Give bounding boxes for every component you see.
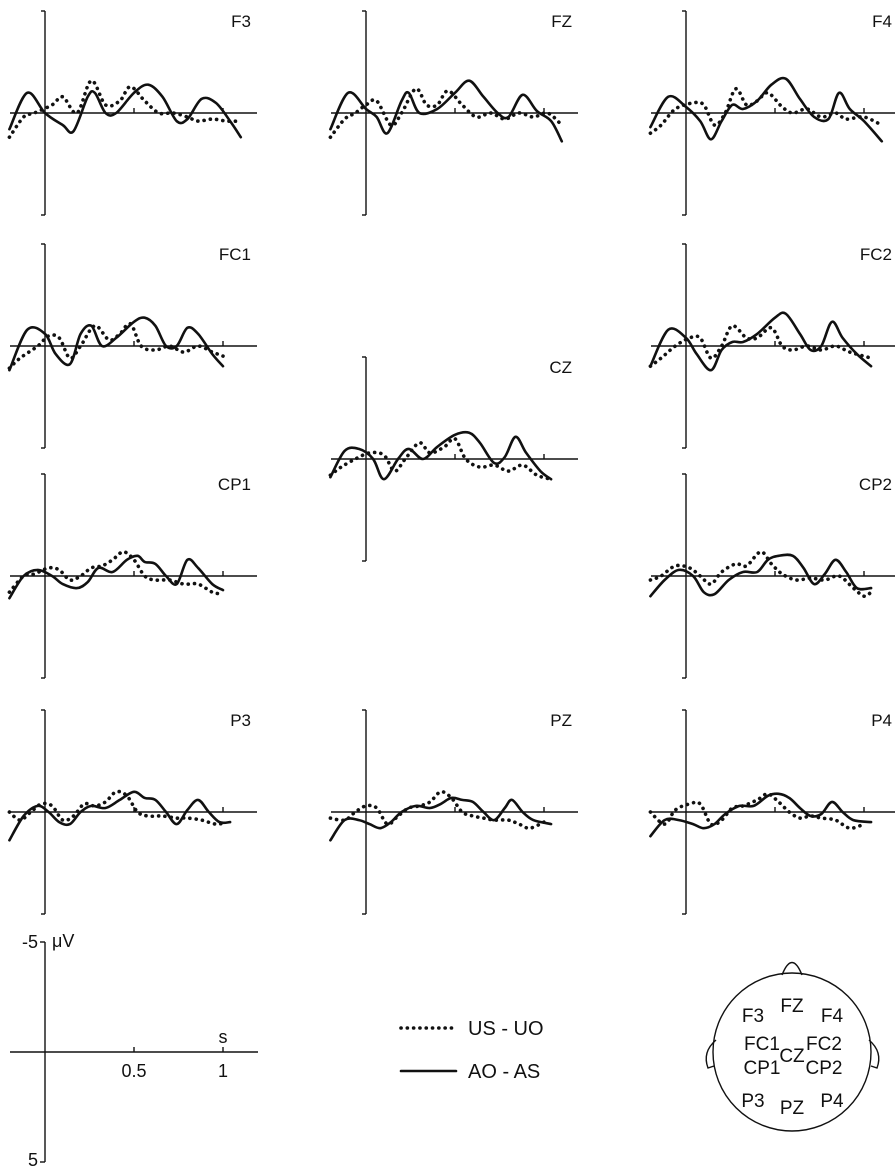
panel-cp1-label: CP1 [218,475,251,494]
head-electrode-p4: P4 [820,1091,844,1112]
panel-p4-series-ao-as [649,792,873,838]
panel-cz: CZ [328,356,578,562]
panel-p3-label: P3 [230,711,251,730]
panel-cp2-series-ao-as [649,553,873,598]
head-electrode-cp1: CP1 [744,1058,781,1079]
panel-f3-series-us-uo [7,78,243,139]
scale-x-unit: s [219,1027,228,1047]
head-right-ear [868,1039,880,1069]
panel-cp1-series-ao-as [8,554,225,600]
panel-f4: F4 [648,10,895,216]
scale-x-tick-label-1: 1 [218,1061,228,1081]
panel-fc2: FC2 [648,243,895,449]
head-nose [781,961,803,976]
panel-p4-series-us-uo [648,792,866,831]
electrode-head-map: F3 FZ F4 FC1 CZ FC2 CP1 CP2 P3 PZ P4 [705,961,880,1132]
panel-pz-series-us-uo [328,789,546,831]
panel-cp1-series-us-uo [7,549,225,596]
panel-p4-label: P4 [871,711,892,730]
panel-f3-series-ao-as [8,83,243,139]
panel-p3-series-ao-as [8,790,232,842]
legend: US - UO AO - AS [399,1018,544,1083]
panel-f4-series-ao-as [649,76,884,143]
panel-cz-label: CZ [549,358,572,377]
panel-fz: FZ [328,10,578,216]
head-electrode-f3: F3 [742,1006,764,1027]
head-electrode-fc2: FC2 [806,1034,842,1055]
head-outline [712,972,872,1132]
head-electrode-cz: CZ [779,1046,805,1067]
scale-y-bottom-label: 5 [28,1150,38,1169]
panel-pz-series-ao-as [329,796,553,842]
panel-pz-label: PZ [550,711,572,730]
panel-fz-label: FZ [551,12,572,31]
legend-label-us-uo: US - UO [468,1018,544,1040]
head-electrode-f4: F4 [821,1006,844,1027]
panel-fz-series-ao-as [329,79,564,143]
erp-panels: F3 FZ F4 FC1 CZ FC2 CP1 CP2 P3 PZ P4 [7,10,895,915]
panel-cz-series-ao-as [329,430,553,481]
panel-fz-series-us-uo [328,87,564,139]
panel-fc1-label: FC1 [219,245,251,264]
panel-fc1-series-ao-as [8,316,225,372]
panel-f3-label: F3 [231,12,251,31]
panel-cp2-label: CP2 [859,475,892,494]
panel-f3: F3 [7,10,257,216]
scale-bar: -5 μV 5 s 0.5 1 [10,931,258,1169]
scale-x-tick-label-05: 0.5 [121,1061,146,1081]
panel-p3: P3 [7,709,257,915]
scale-y-top-label: -5 [22,932,38,952]
panel-cp1: CP1 [7,473,257,679]
panel-fc2-series-ao-as [649,311,873,372]
panel-cp2-series-us-uo [648,550,873,599]
panel-fc2-label: FC2 [860,245,892,264]
head-electrode-fz: FZ [780,996,804,1017]
legend-label-ao-as: AO - AS [468,1061,540,1083]
panel-pz: PZ [328,709,578,915]
panel-fc1: FC1 [7,243,257,449]
head-electrode-fc1: FC1 [744,1034,780,1055]
scale-y-unit: μV [52,931,74,951]
head-electrode-cp2: CP2 [806,1058,843,1079]
panel-f4-series-us-uo [648,87,884,135]
panel-cp2: CP2 [648,473,895,679]
panel-p4: P4 [648,709,895,915]
head-electrode-p3: P3 [741,1091,764,1112]
panel-f4-label: F4 [872,12,892,31]
head-electrode-pz: PZ [780,1098,805,1119]
